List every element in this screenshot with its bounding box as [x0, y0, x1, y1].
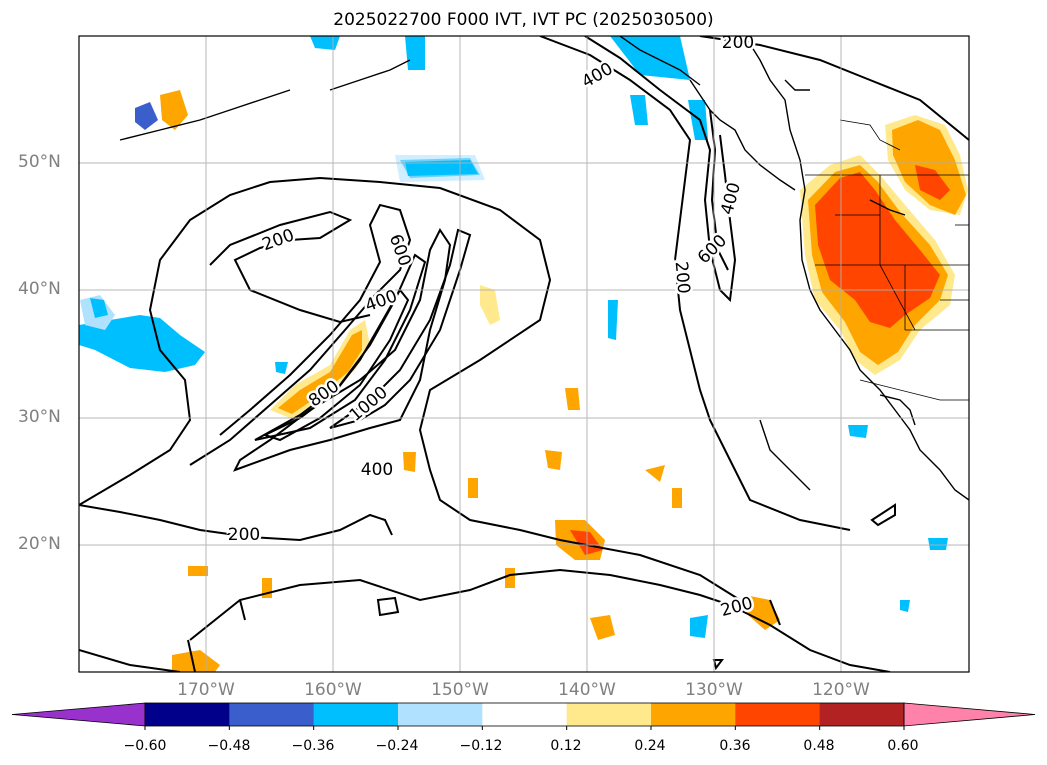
lon-label-130w: 130°W — [685, 680, 743, 700]
colorbar-tick: 0.48 — [803, 738, 835, 754]
map-title: 2025022700 F000 IVT, IVT PC (2025030500) — [333, 10, 714, 30]
lon-label-160w: 160°W — [304, 680, 362, 700]
anomaly-shading — [79, 36, 968, 672]
lon-label-150w: 150°W — [431, 680, 489, 700]
map-frame — [78, 35, 970, 673]
colorbar-segment — [482, 703, 568, 726]
colorbar-tick: −0.36 — [291, 738, 335, 754]
contour-label: 400 — [717, 180, 745, 217]
lat-label-50n: 50°N — [18, 152, 61, 172]
negative-anomaly-central — [79, 315, 205, 372]
colorbar-tick: 0.24 — [634, 738, 666, 754]
ivt-contours — [79, 36, 969, 672]
contour-200-inner — [209, 210, 371, 324]
colorbar-tick: −0.24 — [375, 738, 419, 754]
contour-200-east — [539, 36, 851, 531]
lat-label-30n: 30°N — [18, 407, 61, 427]
contour-400 — [189, 203, 412, 466]
colorbar-segment — [819, 703, 905, 726]
colorbar-segment — [145, 703, 230, 726]
contour-label: 200 — [228, 525, 260, 545]
lon-label-170w: 170°W — [177, 680, 235, 700]
contour-label: 400 — [361, 460, 393, 480]
contour-label: 400 — [363, 286, 400, 316]
contour-label: 200 — [671, 261, 694, 295]
colorbar-tick: 0.60 — [887, 738, 919, 754]
colorbar-extension-min — [11, 702, 146, 727]
lat-label-40n: 40°N — [18, 279, 61, 299]
coastlines — [119, 36, 969, 501]
contour-label: 200 — [722, 33, 754, 53]
contour-label: 600 — [694, 231, 731, 268]
colorbar-outline — [144, 702, 905, 727]
map-gridlines — [79, 36, 969, 672]
colorbar-extension-max — [903, 702, 1036, 727]
colorbar-tick: 0.36 — [719, 738, 751, 754]
colorbar-segment — [313, 703, 399, 726]
colorbar-segment — [398, 703, 483, 726]
colorbar-tick: 0.12 — [550, 738, 582, 754]
colorbar-segment — [229, 703, 315, 726]
colorbar-segment — [651, 703, 736, 726]
colorbar-tick: −0.60 — [123, 738, 167, 754]
contour-label: 200 — [718, 593, 755, 621]
colorbar-tick: −0.48 — [207, 738, 251, 754]
colorbar — [11, 702, 1036, 730]
lon-label-140w: 140°W — [558, 680, 616, 700]
colorbar-segment — [566, 703, 652, 726]
colorbar-tick: −0.12 — [459, 738, 503, 754]
lon-label-120w: 120°W — [812, 680, 870, 700]
lat-label-20n: 20°N — [18, 534, 61, 554]
political-borders — [805, 119, 969, 401]
colorbar-segment — [735, 703, 821, 726]
contour-200-outer — [79, 176, 741, 601]
contour-labels: 200 400 200 600 400 800 1000 400 200 200… — [225, 31, 757, 624]
contour-label: 400 — [578, 59, 616, 93]
contour-label: 600 — [385, 232, 415, 269]
